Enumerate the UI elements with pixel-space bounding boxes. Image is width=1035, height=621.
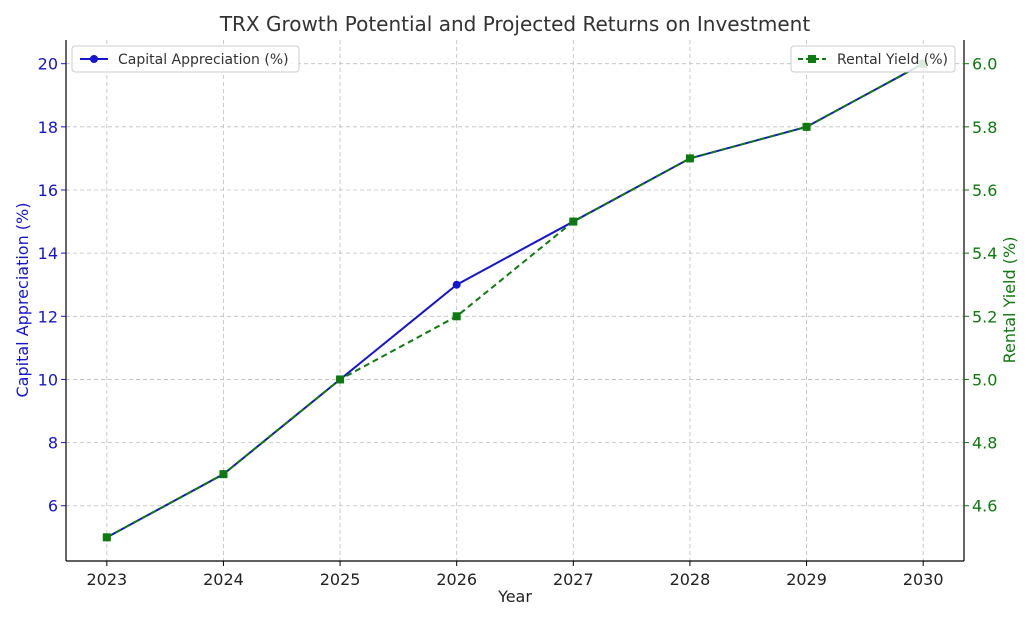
legend-square-marker [808, 55, 816, 63]
y-left-tick-label: 14 [38, 244, 58, 263]
y-axis-left-label: Capital Appreciation (%) [13, 203, 32, 398]
x-axis: 2023 2024 2025 2026 2027 2028 2029 2030 [86, 561, 944, 589]
y-right-tick-label: 6.0 [972, 55, 997, 74]
y-left-tick-label: 16 [38, 181, 58, 200]
data-point-square [685, 154, 694, 163]
y-left-tick-label: 10 [38, 370, 58, 389]
y-axis-right: 4.6 4.8 5.0 5.2 5.4 5.6 5.8 6.0 [964, 55, 997, 516]
y-left-tick-label: 12 [38, 307, 58, 326]
legend-box [790, 45, 956, 73]
x-tick-label: 2025 [320, 570, 361, 589]
data-point-square [219, 470, 228, 479]
y-left-tick-label: 8 [48, 434, 58, 453]
data-point-square [336, 375, 345, 384]
x-tick-label: 2026 [436, 570, 477, 589]
series-line [106, 62, 924, 539]
y-right-tick-label: 5.2 [972, 307, 997, 326]
y-axis-right-label: Rental Yield (%) [1000, 237, 1019, 364]
data-point-square [452, 312, 461, 321]
data-point-circle [452, 280, 461, 289]
y-right-tick-label: 4.8 [972, 434, 997, 453]
x-tick-label: 2029 [786, 570, 827, 589]
data-point-square [569, 217, 578, 226]
y-right-tick-label: 5.4 [972, 244, 997, 263]
x-tick-label: 2028 [670, 570, 711, 589]
legend-capital-appreciation: Capital Appreciation (%) [71, 45, 300, 73]
data-point-square [102, 533, 111, 542]
y-left-tick-label: 18 [38, 118, 58, 137]
legend-rental-yield: Rental Yield (%) [790, 45, 956, 73]
series-line [106, 62, 924, 539]
y-right-tick-label: 5.6 [972, 181, 997, 200]
y-left-tick-label: 6 [48, 497, 58, 516]
x-tick-label: 2027 [553, 570, 594, 589]
y-right-tick-label: 5.0 [972, 370, 997, 389]
y-axis-left: 6 8 10 12 14 16 18 20 [38, 55, 66, 516]
x-axis-label: Year [497, 587, 532, 606]
legend-circle-marker [90, 55, 98, 63]
x-tick-label: 2023 [86, 570, 127, 589]
legend-box [71, 45, 300, 73]
y-left-tick-label: 20 [38, 55, 58, 74]
legend-label: Rental Yield (%) [837, 52, 948, 68]
y-right-tick-label: 4.6 [972, 497, 997, 516]
legend-label: Capital Appreciation (%) [118, 52, 289, 68]
x-tick-label: 2024 [203, 570, 244, 589]
x-tick-label: 2030 [903, 570, 944, 589]
data-point-square [802, 122, 811, 131]
y-right-tick-label: 5.8 [972, 118, 997, 137]
chart-title: TRX Growth Potential and Projected Retur… [219, 12, 811, 36]
